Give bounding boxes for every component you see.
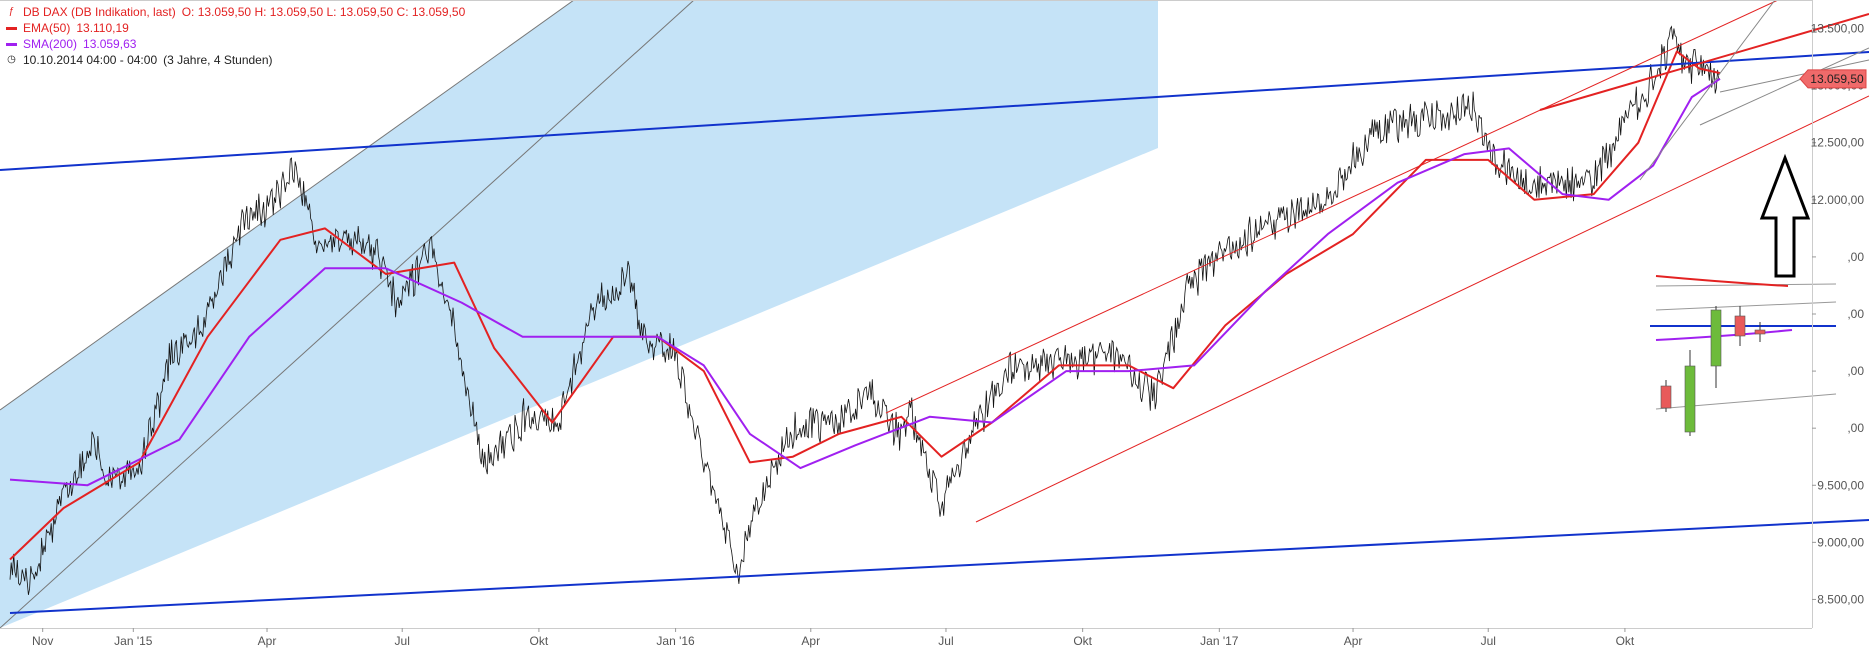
last-price-tag: 13.059,50 [1799, 69, 1867, 89]
red-resistance-line [1539, 13, 1869, 111]
y-tick-label: 9.000,00 [1817, 535, 1864, 549]
ema-swatch-icon [6, 26, 17, 30]
y-tick-label: ,00 [1847, 250, 1864, 264]
red-channel-upper [885, 0, 1779, 414]
gray-trend-3 [1719, 59, 1869, 93]
x-tick-label: Jan '16 [656, 634, 695, 648]
timestamp: 10.10.2014 04:00 - 04:00 [23, 53, 158, 67]
legend-sma[interactable]: SMA(200) 13.059,63 [6, 36, 465, 52]
y-tick-label: 12.500,00 [1811, 136, 1865, 150]
blue-channel-lower-edge [0, 0, 695, 629]
y-tick-label: 8.500,00 [1817, 592, 1864, 606]
instrument-icon: ƒ [8, 6, 15, 17]
x-tick-label: Apr [1344, 634, 1363, 648]
y-tick-label: ,00 [1847, 364, 1864, 378]
clock-icon: ◷ [7, 54, 16, 65]
inset-red-curve [1655, 275, 1789, 287]
time-range: (3 Jahre, 4 Stunden) [163, 53, 273, 67]
sma-label: SMA(200) [23, 37, 78, 51]
gray-trend-1 [1639, 0, 1776, 181]
inset-candle [1684, 365, 1696, 433]
legend-ema[interactable]: EMA(50) 13.110,19 [6, 20, 465, 36]
legend-time: ◷ 10.10.2014 04:00 - 04:00 (3 Jahre, 4 S… [6, 52, 465, 68]
y-tick-label: 9.500,00 [1817, 478, 1864, 492]
y-tick-label: ,00 [1847, 421, 1864, 435]
annotations [0, 0, 1869, 614]
sma-value: 13.059,63 [83, 37, 137, 51]
sma-series-line [9, 77, 1721, 487]
inset-gray-line-2 [1655, 301, 1837, 311]
ema-series-line [9, 50, 1721, 561]
x-tick-label: Apr [801, 634, 820, 648]
x-tick-label: Okt [1073, 634, 1092, 648]
x-tick-label: Jan '15 [114, 634, 153, 648]
x-tick-label: Nov [32, 634, 53, 648]
blue-channel-upper-edge [0, 0, 575, 411]
inset-purple-curve [1655, 329, 1793, 341]
channel-drawings [0, 0, 1158, 629]
inset-gray-line-1 [1655, 283, 1837, 287]
upper-blue-trendline [0, 51, 1869, 171]
y-tick-label: ,00 [1847, 307, 1864, 321]
x-tick-label: Okt [530, 634, 549, 648]
chart-legend: ƒ DB DAX (DB Indikation, last) O: 13.059… [6, 4, 465, 68]
y-tick-label: 12.000,00 [1811, 193, 1865, 207]
x-tick-label: Okt [1616, 634, 1635, 648]
price-series-line [9, 25, 1720, 595]
ohlc-values: O: 13.059,50 H: 13.059,50 L: 13.059,50 C… [181, 5, 466, 19]
ema-value: 13.110,19 [76, 21, 129, 35]
x-tick-label: Jul [395, 634, 410, 648]
inset-candle [1754, 329, 1766, 335]
sma-swatch-icon [6, 42, 17, 46]
series-lines [9, 25, 1721, 595]
instrument-name: DB DAX (DB Indikation, last) [23, 5, 176, 19]
up-arrow-icon [1759, 153, 1811, 278]
y-tick-label: 13.500,00 [1811, 22, 1865, 36]
x-tick-label: Apr [258, 634, 277, 648]
last-price-tag-shape [1799, 69, 1867, 89]
legend-instrument[interactable]: ƒ DB DAX (DB Indikation, last) O: 13.059… [6, 4, 466, 20]
blue-channel-fill [0, 0, 1158, 628]
x-tick-label: Jan '17 [1200, 634, 1239, 648]
ema-label: EMA(50) [23, 21, 71, 35]
inset-gray-line-3 [1655, 393, 1837, 410]
inset-candle [1660, 385, 1672, 409]
red-channel-lower [975, 95, 1869, 523]
gray-trend-2 [1699, 47, 1869, 126]
x-tick-label: Jul [1481, 634, 1496, 648]
last-price-tag-label: 13.059,50 [1810, 72, 1864, 86]
lower-blue-trendline [9, 519, 1869, 614]
inset-candle [1734, 315, 1746, 337]
inset-candle [1710, 309, 1722, 367]
x-tick-label: Jul [938, 634, 953, 648]
